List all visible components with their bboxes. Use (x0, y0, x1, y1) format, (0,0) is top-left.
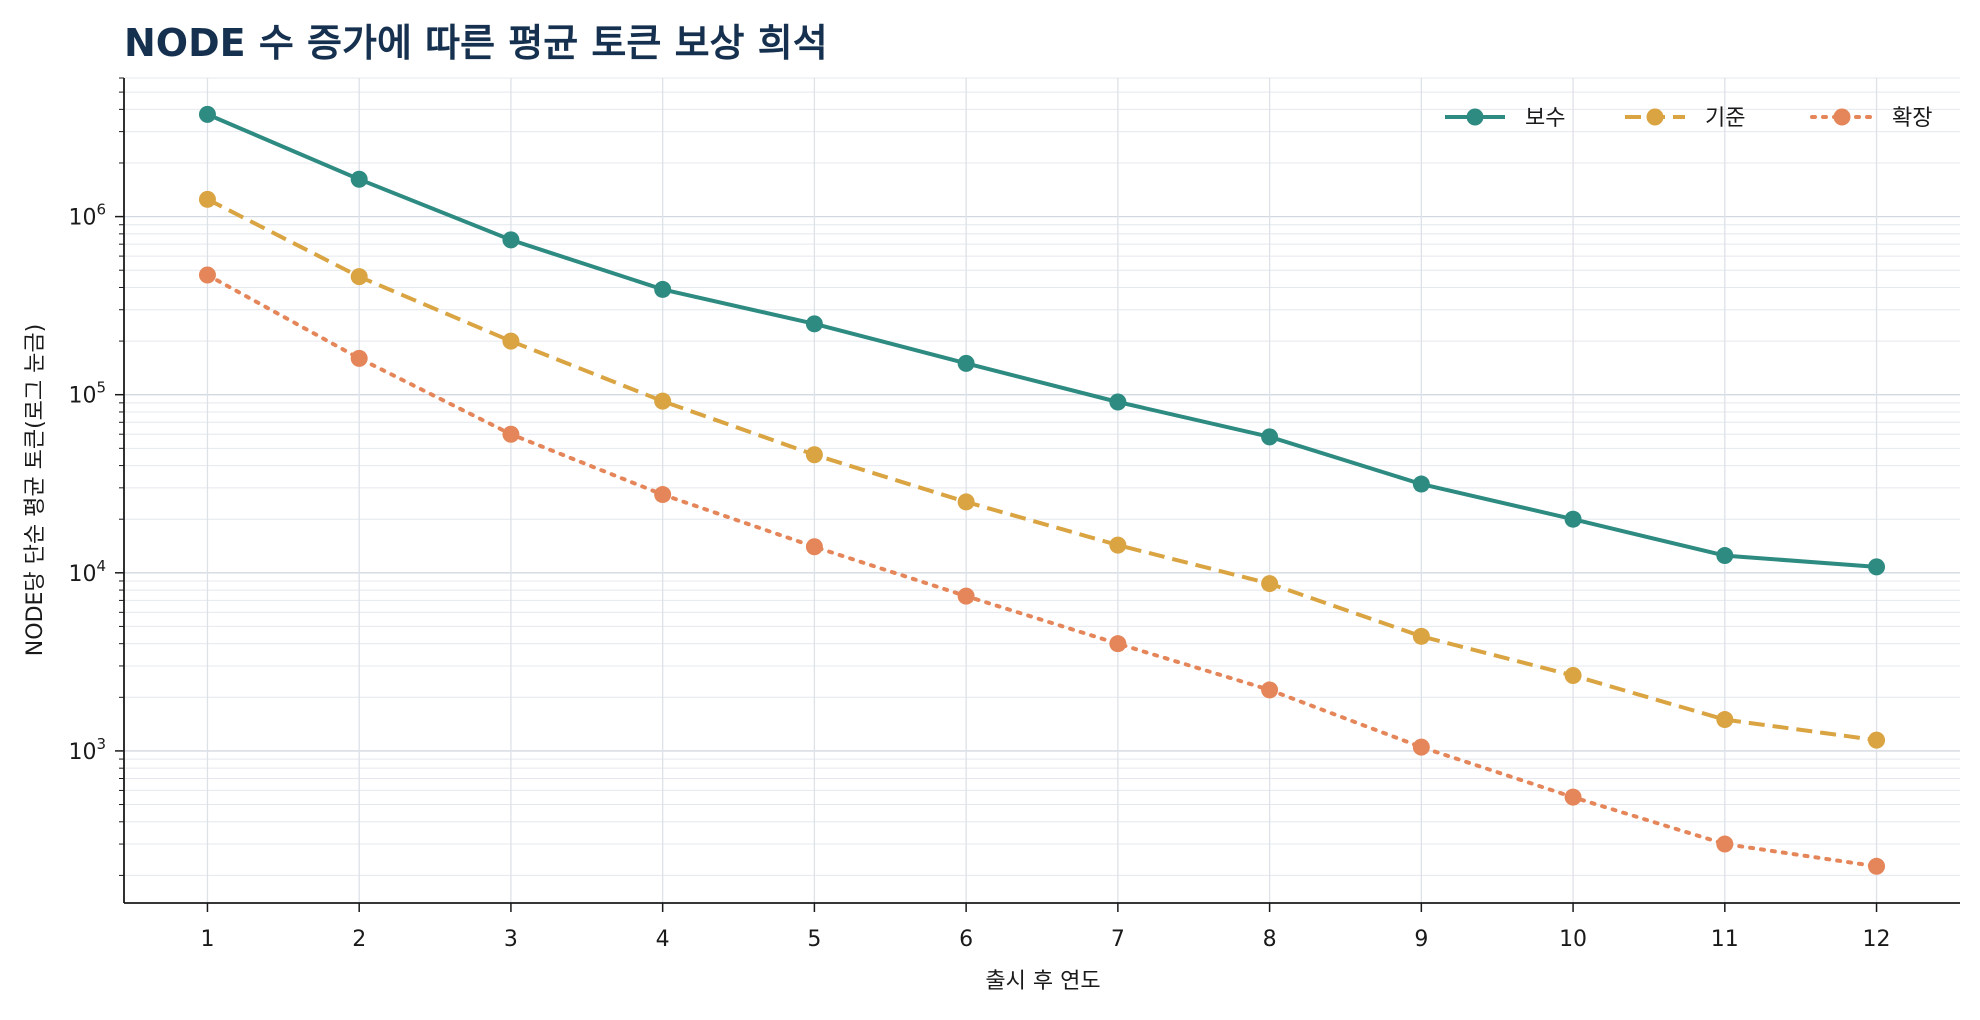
x-tick-label: 11 (1711, 927, 1739, 952)
y-axis-label: NODE당 단순 평균 토큰(로그 눈금) (23, 324, 48, 656)
series-layer (198, 105, 1886, 875)
series-line-3 (205, 273, 1879, 869)
data-point-series-1 (1868, 558, 1886, 576)
x-axis-label: 출시 후 연도 (985, 969, 1100, 994)
x-tick-label: 5 (807, 927, 821, 952)
data-point-series-1 (1716, 547, 1734, 565)
data-point-series-2 (1564, 667, 1582, 685)
data-point-series-1 (502, 231, 520, 249)
data-point-series-1 (1412, 475, 1430, 493)
data-point-series-2 (350, 268, 368, 286)
data-point-series-3 (1109, 635, 1127, 653)
legend-label-1: 보수 (1525, 106, 1565, 131)
x-tick-label: 1 (200, 927, 214, 952)
x-tick-label: 8 (1263, 927, 1277, 952)
data-point-series-1 (1261, 428, 1279, 446)
x-tick-label: 2 (352, 927, 366, 952)
series-line-2 (206, 197, 1877, 743)
y-tick-label: 103 (68, 735, 106, 765)
data-point-series-2 (957, 493, 975, 511)
x-tick-label: 9 (1414, 927, 1428, 952)
series-line-1 (206, 112, 1877, 569)
y-tick-label: 104 (68, 557, 106, 587)
data-point-series-3 (198, 266, 216, 284)
x-tick-label: 4 (656, 927, 670, 952)
legend-label-3: 확장 (1892, 106, 1932, 131)
data-point-series-2 (654, 392, 672, 410)
x-tick-label: 12 (1863, 927, 1891, 952)
data-point-series-1 (1564, 510, 1582, 528)
data-point-series-3 (1868, 857, 1886, 875)
data-point-series-1 (198, 105, 216, 123)
x-tick-label: 10 (1559, 927, 1587, 952)
data-point-series-2 (1412, 627, 1430, 645)
x-tick-label: 6 (959, 927, 973, 952)
data-point-series-2 (1261, 575, 1279, 593)
data-point-series-2 (805, 446, 823, 464)
y-tick-label: 105 (68, 379, 106, 409)
data-point-series-1 (654, 280, 672, 298)
data-point-series-2 (1109, 536, 1127, 554)
data-point-series-2 (502, 332, 520, 350)
data-point-series-3 (805, 538, 823, 556)
legend: 보수 기준 확장 (1445, 106, 1932, 131)
data-point-series-3 (957, 587, 975, 605)
data-point-series-2 (198, 190, 216, 208)
data-point-series-3 (1716, 835, 1734, 853)
data-point-series-3 (654, 486, 672, 504)
legend-marker-2 (1646, 108, 1664, 126)
data-point-series-1 (957, 354, 975, 372)
legend-marker-1 (1466, 108, 1484, 126)
data-point-series-2 (1868, 731, 1886, 749)
legend-marker-3 (1833, 108, 1851, 126)
data-point-series-3 (1261, 681, 1279, 699)
x-tick-label: 7 (1111, 927, 1125, 952)
data-point-series-3 (1564, 788, 1582, 806)
data-point-series-3 (502, 425, 520, 443)
grid (124, 77, 1960, 903)
data-point-series-3 (1412, 738, 1430, 756)
data-point-series-1 (1109, 393, 1127, 411)
data-point-series-3 (350, 349, 368, 367)
data-point-series-2 (1716, 711, 1734, 729)
chart-title: NODE 수 증가에 따른 평균 토큰 보상 희석 (124, 21, 828, 65)
legend-label-2: 기준 (1705, 106, 1745, 131)
data-point-series-1 (350, 170, 368, 188)
y-tick-label: 106 (68, 201, 106, 231)
x-tick-label: 3 (504, 927, 518, 952)
data-point-series-1 (805, 315, 823, 333)
